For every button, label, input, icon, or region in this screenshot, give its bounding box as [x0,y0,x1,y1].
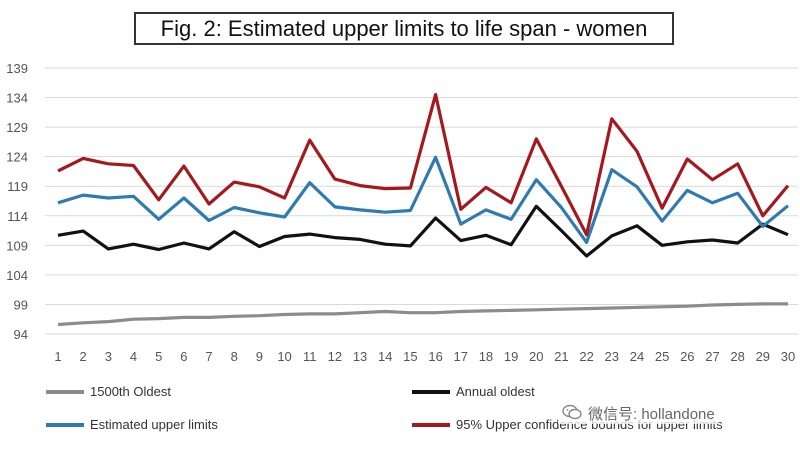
y-tick-label: 114 [7,209,28,224]
legend-item-annual-oldest: Annual oldest [412,384,535,399]
x-tick-label: 24 [630,349,644,364]
x-tick-label: 25 [655,349,669,364]
wechat-icon [562,404,582,424]
y-tick-labels: 94 99 104 109 114 119 124 129 134 139 [6,61,28,342]
y-tick-label: 139 [6,61,28,76]
x-tick-label: 10 [277,349,291,364]
series-lines [57,92,790,327]
x-tick-labels: 1 2 3 4 5 6 7 8 9 10 11 12 13 14 15 16 17 18 19 20 21 22 23 24 2… [54,349,795,364]
x-tick-label: 18 [479,349,493,364]
series-line-95-upper-confidence-bounds-for-upper-limits [57,92,790,237]
y-tick-label: 94 [14,327,28,342]
legend-label: Annual oldest [456,384,535,399]
x-tick-label: 20 [529,349,543,364]
legend-label: 1500th Oldest [90,384,171,399]
series-line-1500th-oldest [57,302,788,327]
x-tick-label: 15 [403,349,417,364]
x-tick-label: 16 [428,349,442,364]
x-tick-label: 7 [205,349,212,364]
x-tick-label: 1 [54,349,61,364]
watermark: 微信号: hollandone [558,403,719,424]
x-tick-label: 12 [328,349,342,364]
legend-swatch [412,389,450,394]
y-tick-label: 124 [6,150,28,165]
x-tick-label: 9 [256,349,263,364]
x-tick-label: 19 [504,349,518,364]
x-tick-label: 13 [353,349,367,364]
x-tick-label: 14 [378,349,392,364]
x-tick-label: 17 [454,349,468,364]
x-tick-label: 22 [579,349,593,364]
x-tick-label: 28 [730,349,744,364]
series-line-estimated-upper-limits [57,155,790,244]
x-tick-label: 3 [105,349,112,364]
legend-label: Estimated upper limits [90,417,218,432]
x-tick-label: 11 [303,349,317,364]
x-tick-label: 2 [80,349,87,364]
y-tick-label: 119 [7,179,28,194]
x-tick-label: 30 [781,349,795,364]
x-tick-label: 21 [554,349,568,364]
x-tick-label: 4 [130,349,137,364]
x-tick-label: 6 [180,349,187,364]
x-tick-label: 26 [680,349,694,364]
chart-title: Fig. 2: Estimated upper limits to life s… [134,12,674,45]
legend-item-1500th-oldest: 1500th Oldest [46,384,171,399]
watermark-text: 微信号: hollandone [588,406,715,423]
legend-swatch [46,389,84,394]
legend-swatch [412,422,450,427]
y-tick-label: 104 [6,268,28,283]
legend-swatch [46,422,84,427]
y-tick-label: 109 [6,238,28,253]
x-tick-label: 8 [231,349,238,364]
y-tick-label: 134 [6,91,28,106]
legend-item-estimated-upper-limits: Estimated upper limits [46,417,218,432]
x-tick-label: 27 [705,349,719,364]
x-tick-label: 5 [155,349,162,364]
series-line-annual-oldest [57,204,789,258]
x-tick-label: 23 [605,349,619,364]
y-tick-label: 129 [6,120,28,135]
y-tick-label: 99 [14,297,28,312]
x-tick-label: 29 [756,349,770,364]
